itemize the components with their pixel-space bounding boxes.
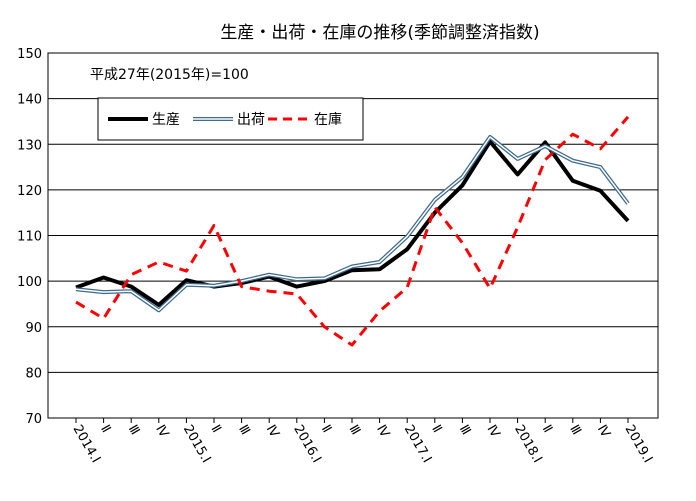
y-tick-label: 100 — [17, 275, 42, 290]
y-axis-ticks: 70 80 90 100 110 120 130 140 150 — [17, 47, 42, 427]
y-tick-label: 70 — [25, 412, 42, 427]
y-tick-label: 90 — [25, 321, 42, 336]
series-line-production — [75, 139, 630, 307]
y-tick-label: 120 — [17, 184, 42, 199]
legend-label-shipment: 出荷 — [237, 112, 265, 128]
series-group — [75, 115, 630, 347]
y-tick-label: 80 — [25, 366, 42, 381]
y-tick-label: 150 — [17, 47, 42, 62]
series-line-shipment-inner — [75, 136, 629, 312]
y-tick-label: 140 — [17, 93, 42, 108]
y-tick-label: 110 — [17, 230, 42, 245]
chart-note: 平成27年(2015年)=100 — [90, 67, 249, 83]
legend-label-production: 生産 — [152, 112, 180, 128]
legend-label-inventory: 在庫 — [314, 111, 342, 128]
chart-title: 生産・出荷・在庫の推移(季節調整済指数) — [220, 23, 539, 43]
plot-border — [47, 52, 659, 419]
y-tick-label: 130 — [17, 138, 42, 153]
series-line-inventory — [75, 115, 630, 347]
legend: 生産 出荷 在庫 — [97, 97, 364, 141]
